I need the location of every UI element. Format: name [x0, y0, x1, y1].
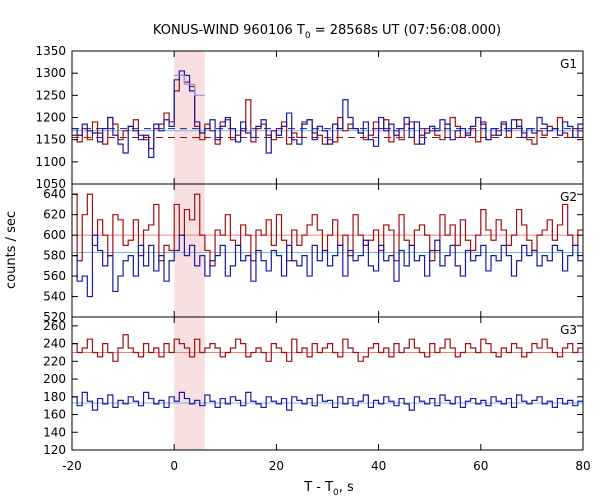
x-tick-label: -20: [62, 459, 82, 473]
panel-g3-y-tick-label: 240: [43, 337, 66, 351]
x-tick-label: 0: [170, 459, 178, 473]
panel-g1-y-tick-label: 1150: [35, 133, 66, 147]
panel-g3-y-tick-label: 260: [43, 319, 66, 333]
panel-g2-series-blue: [72, 234, 583, 298]
panel-g3-series-red: [72, 334, 583, 362]
panel-g1-y-tick-label: 1200: [35, 111, 66, 125]
panel-g3-y-tick-label: 140: [43, 425, 66, 439]
panel-g1-y-tick-label: 1350: [35, 44, 66, 58]
x-tick-label: 40: [371, 459, 386, 473]
plot-layer: 1050110011501200125013001350G15205405605…: [35, 44, 590, 473]
panel-g2-y-tick-label: 620: [43, 208, 66, 222]
panel-label-g1: G1: [560, 57, 577, 71]
x-tick-label: 80: [575, 459, 590, 473]
panel-g2-y-tick-label: 600: [43, 228, 66, 242]
x-tick-label: 20: [269, 459, 284, 473]
panel-g1-y-tick-label: 1050: [35, 177, 66, 191]
panel-g1-plot: [72, 70, 583, 158]
panel-g1-frame: [71, 50, 584, 185]
panel-label-g2: G2: [560, 190, 577, 204]
panel-g2-y-tick-label: 560: [43, 269, 66, 283]
panel-g3-y-tick-label: 180: [43, 390, 66, 404]
panel-g2-plot: [72, 193, 583, 298]
panel-g2-y-tick-label: 580: [43, 249, 66, 263]
panel-g3-plot: [72, 334, 583, 411]
panel-label-g3: G3: [560, 323, 577, 337]
panel-g2-series-red: [72, 193, 583, 267]
panel-g3-y-tick-label: 160: [43, 408, 66, 422]
x-tick-label: 60: [473, 459, 488, 473]
panel-g3-frame: [71, 316, 584, 451]
panel-g1-y-tick-label: 1250: [35, 88, 66, 102]
chart-title: KONUS-WIND 960106 T0 = 28568s UT (07:56:…: [153, 23, 501, 41]
panel-g2-y-tick-label: 640: [43, 187, 66, 201]
panel-g2-y-tick-label: 520: [43, 310, 66, 324]
panel-g1-fine-series: [174, 74, 205, 96]
panel-g3-series-blue: [72, 391, 583, 411]
panel-g1-y-tick-label: 1300: [35, 66, 66, 80]
panel-g3-y-tick-label: 120: [43, 443, 66, 457]
panel-g1-series-blue: [72, 70, 583, 158]
panel-g3-y-tick-label: 220: [43, 354, 66, 368]
y-axis-label: counts / sec: [4, 211, 19, 289]
panel-g3-y-tick-label: 200: [43, 372, 66, 386]
panel-g2-y-tick-label: 540: [43, 290, 66, 304]
x-axis-label: T - T0, s: [303, 480, 354, 498]
panel-g1-y-tick-label: 1100: [35, 155, 66, 169]
